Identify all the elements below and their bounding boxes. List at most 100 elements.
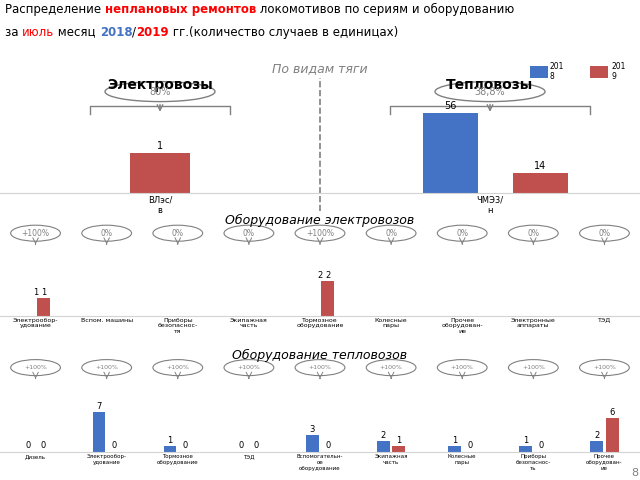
Text: 2019: 2019 bbox=[136, 25, 169, 38]
Text: гг.(количество случаев в единицах): гг.(количество случаев в единицах) bbox=[169, 25, 398, 38]
Ellipse shape bbox=[11, 225, 60, 241]
Ellipse shape bbox=[435, 82, 545, 102]
Bar bbox=[513, 173, 568, 193]
Text: 80%: 80% bbox=[149, 86, 171, 96]
Ellipse shape bbox=[366, 225, 416, 241]
Text: +100%: +100% bbox=[593, 365, 616, 370]
Text: 2: 2 bbox=[594, 431, 600, 440]
Ellipse shape bbox=[508, 360, 558, 375]
Ellipse shape bbox=[437, 225, 487, 241]
Text: 1: 1 bbox=[396, 436, 401, 445]
Ellipse shape bbox=[437, 360, 487, 375]
Bar bbox=[392, 446, 405, 452]
Text: 0: 0 bbox=[239, 441, 244, 450]
Text: 0%: 0% bbox=[385, 228, 397, 238]
Text: Вспомогательн-
ое
оборудование: Вспомогательн- ое оборудование bbox=[297, 454, 343, 470]
Text: 0%: 0% bbox=[100, 228, 113, 238]
Text: Прочее
оборудован-
ие: Прочее оборудован- ие bbox=[442, 318, 483, 334]
Text: июль: июль bbox=[22, 25, 54, 38]
Text: +100%: +100% bbox=[22, 228, 49, 238]
Text: Приборы
безопаснос-
тя: Приборы безопаснос- тя bbox=[157, 318, 198, 334]
Bar bbox=[306, 435, 319, 452]
Text: Колесные
пары: Колесные пары bbox=[375, 318, 408, 328]
Text: неплановых ремонтов: неплановых ремонтов bbox=[105, 2, 256, 16]
Text: 0: 0 bbox=[467, 441, 472, 450]
Text: +100%: +100% bbox=[308, 365, 332, 370]
Text: 1: 1 bbox=[523, 436, 528, 445]
Text: 0%: 0% bbox=[456, 228, 468, 238]
Text: Электрообор-
удование: Электрообор- удование bbox=[13, 318, 58, 328]
Text: Электрообор-
удование: Электрообор- удование bbox=[86, 454, 127, 465]
Text: Электронные
аппараты: Электронные аппараты bbox=[511, 318, 556, 328]
Ellipse shape bbox=[295, 360, 345, 375]
Bar bbox=[321, 281, 334, 316]
Bar bbox=[93, 412, 106, 452]
Bar bbox=[130, 153, 190, 193]
Bar bbox=[377, 441, 390, 452]
Ellipse shape bbox=[105, 82, 215, 102]
Text: 1: 1 bbox=[33, 288, 38, 297]
Ellipse shape bbox=[153, 360, 203, 375]
Text: +100%: +100% bbox=[522, 365, 545, 370]
Text: 0%: 0% bbox=[172, 228, 184, 238]
Bar bbox=[590, 441, 603, 452]
Ellipse shape bbox=[580, 225, 629, 241]
Text: Оборудование тепловозов: Оборудование тепловозов bbox=[232, 348, 408, 361]
Text: Тормозное
оборудование: Тормозное оборудование bbox=[157, 454, 198, 465]
Text: +100%: +100% bbox=[306, 228, 334, 238]
Ellipse shape bbox=[224, 225, 274, 241]
Text: за: за bbox=[5, 25, 22, 38]
Text: Экипажная
часть: Экипажная часть bbox=[230, 318, 268, 328]
Text: Экипажная
часть: Экипажная часть bbox=[374, 454, 408, 465]
Text: 56: 56 bbox=[444, 101, 456, 111]
Text: 0: 0 bbox=[183, 441, 188, 450]
Text: 2: 2 bbox=[325, 271, 330, 279]
Ellipse shape bbox=[508, 225, 558, 241]
Text: По видам тяги: По видам тяги bbox=[272, 62, 368, 75]
Text: 2018: 2018 bbox=[100, 25, 132, 38]
Text: ЧМЭ3/
н: ЧМЭ3/ н bbox=[476, 195, 504, 215]
Ellipse shape bbox=[82, 360, 132, 375]
Bar bbox=[530, 66, 548, 78]
Text: Тормозное
оборудование: Тормозное оборудование bbox=[296, 318, 344, 328]
Text: 38,8%: 38,8% bbox=[475, 86, 506, 96]
Text: 0: 0 bbox=[25, 441, 31, 450]
Text: месяц: месяц bbox=[54, 25, 100, 38]
Ellipse shape bbox=[224, 360, 274, 375]
Text: Прочее
оборудован-
ие: Прочее оборудован- ие bbox=[586, 454, 623, 470]
Text: ТЭД: ТЭД bbox=[598, 318, 611, 323]
Text: 0: 0 bbox=[112, 441, 117, 450]
Text: Тепловозы: Тепловозы bbox=[446, 78, 534, 92]
Ellipse shape bbox=[153, 225, 203, 241]
Text: 0: 0 bbox=[40, 441, 46, 450]
Text: +100%: +100% bbox=[166, 365, 189, 370]
Text: Электровозы: Электровозы bbox=[107, 78, 213, 92]
Text: 0%: 0% bbox=[527, 228, 540, 238]
Text: Колесные
пары: Колесные пары bbox=[448, 454, 476, 465]
Text: Оборудование электровозов: Оборудование электровозов bbox=[225, 214, 415, 227]
Text: 0: 0 bbox=[325, 441, 330, 450]
Text: Распределение: Распределение bbox=[5, 2, 105, 16]
Bar bbox=[519, 446, 532, 452]
Text: 0%: 0% bbox=[243, 228, 255, 238]
Text: 1: 1 bbox=[452, 436, 457, 445]
Text: 0%: 0% bbox=[598, 228, 611, 238]
Text: локомотивов по сериям и оборудованию: локомотивов по сериям и оборудованию bbox=[256, 2, 515, 16]
Text: 14: 14 bbox=[534, 161, 546, 171]
Text: +100%: +100% bbox=[237, 365, 260, 370]
Text: Дизель: Дизель bbox=[25, 454, 46, 459]
Text: +100%: +100% bbox=[380, 365, 403, 370]
Ellipse shape bbox=[295, 225, 345, 241]
Ellipse shape bbox=[11, 360, 60, 375]
Text: 3: 3 bbox=[310, 425, 315, 434]
Ellipse shape bbox=[82, 225, 132, 241]
Bar bbox=[164, 446, 177, 452]
Text: 8: 8 bbox=[631, 468, 638, 478]
Text: 201
8: 201 8 bbox=[550, 62, 564, 81]
Text: Вспом. машины: Вспом. машины bbox=[81, 318, 132, 323]
Text: 0: 0 bbox=[254, 441, 259, 450]
Text: +100%: +100% bbox=[95, 365, 118, 370]
Bar bbox=[590, 66, 608, 78]
Bar bbox=[605, 418, 618, 452]
Bar bbox=[448, 446, 461, 452]
